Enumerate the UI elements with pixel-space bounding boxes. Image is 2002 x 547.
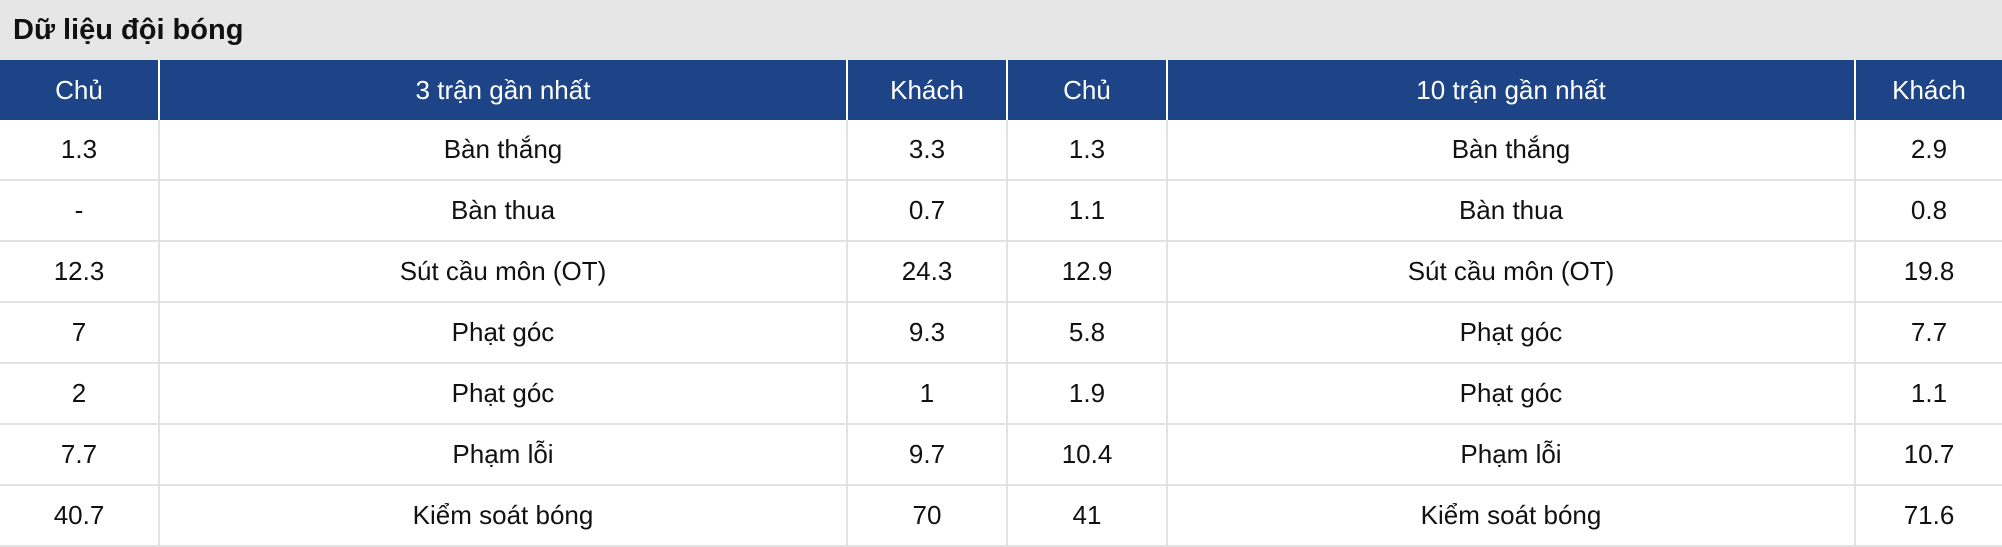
cell-home: 2 <box>0 363 160 425</box>
cell-away: 7.7 <box>1855 302 2002 364</box>
cell-stat: Bàn thắng <box>159 120 848 181</box>
table-row: 40.7 Kiểm soát bóng 70 41 Kiểm soát bóng 71.6 <box>0 485 2002 547</box>
cell-stat: Phạt góc <box>159 302 848 364</box>
cell-home: 5.8 <box>1007 302 1168 364</box>
header-row: Chủ 3 trận gần nhất Khách Chủ 10 trận gần nh… <box>0 60 2002 120</box>
cell-away: 1.1 <box>1855 363 2002 425</box>
cell-away: 1 <box>847 363 1008 425</box>
cell-stat: Sút cầu môn (OT) <box>1167 241 1856 303</box>
cell-stat: Bàn thắng <box>1167 120 1856 181</box>
cell-home: 12.9 <box>1007 241 1168 303</box>
cell-home: 1.3 <box>0 120 160 181</box>
cell-stat: Kiểm soát bóng <box>1167 485 1856 547</box>
cell-away: 0.8 <box>1855 180 2002 242</box>
cell-home: 12.3 <box>0 241 160 303</box>
cell-away: 0.7 <box>847 180 1008 242</box>
section-title: Dữ liệu đội bóng <box>0 0 2002 60</box>
cell-stat: Kiểm soát bóng <box>159 485 848 547</box>
cell-stat: Bàn thua <box>1167 180 1856 242</box>
cell-stat: Phạt góc <box>1167 302 1856 364</box>
cell-home: 10.4 <box>1007 424 1168 486</box>
cell-stat: Bàn thua <box>159 180 848 242</box>
cell-away: 24.3 <box>847 241 1008 303</box>
cell-away: 3.3 <box>847 120 1008 181</box>
cell-away: 9.3 <box>847 302 1008 364</box>
cell-stat: Phạt góc <box>1167 363 1856 425</box>
cell-away: 9.7 <box>847 424 1008 486</box>
cell-home: 41 <box>1007 485 1168 547</box>
cell-home: 1.9 <box>1007 363 1168 425</box>
cell-home: 40.7 <box>0 485 160 547</box>
table-row: 1.3 Bàn thắng 3.3 1.3 Bàn thắng 2.9 <box>0 120 2002 181</box>
cell-stat: Phạm lỗi <box>159 424 848 486</box>
table-row: 7 Phạt góc 9.3 5.8 Phạt góc 7.7 <box>0 302 2002 364</box>
cell-stat: Phạt góc <box>159 363 848 425</box>
table-row: 2 Phạt góc 1 1.9 Phạt góc 1.1 <box>0 363 2002 425</box>
cell-away: 10.7 <box>1855 424 2002 486</box>
table-row: 12.3 Sút cầu môn (OT) 24.3 12.9 Sút cầu môn … <box>0 241 2002 303</box>
column-header-stat: 3 trận gần nhất <box>159 60 848 120</box>
cell-stat: Sút cầu môn (OT) <box>159 241 848 303</box>
cell-home: - <box>0 180 160 242</box>
cell-away: 2.9 <box>1855 120 2002 181</box>
column-header-away: Khách <box>1855 60 2002 120</box>
column-header-stat: 10 trận gần nhất <box>1167 60 1856 120</box>
column-header-home: Chủ <box>1007 60 1168 120</box>
cell-home: 1.1 <box>1007 180 1168 242</box>
cell-home: 7.7 <box>0 424 160 486</box>
table-row: - Bàn thua 0.7 1.1 Bàn thua 0.8 <box>0 180 2002 242</box>
column-header-away: Khách <box>847 60 1008 120</box>
cell-away: 70 <box>847 485 1008 547</box>
cell-away: 71.6 <box>1855 485 2002 547</box>
team-stats-table: Chủ 3 trận gần nhất Khách Chủ 10 trận gần nh… <box>0 60 2002 547</box>
cell-home: 7 <box>0 302 160 364</box>
cell-stat: Phạm lỗi <box>1167 424 1856 486</box>
table-row: 7.7 Phạm lỗi 9.7 10.4 Phạm lỗi 10.7 <box>0 424 2002 486</box>
cell-away: 19.8 <box>1855 241 2002 303</box>
cell-home: 1.3 <box>1007 120 1168 181</box>
column-header-home: Chủ <box>0 60 160 120</box>
